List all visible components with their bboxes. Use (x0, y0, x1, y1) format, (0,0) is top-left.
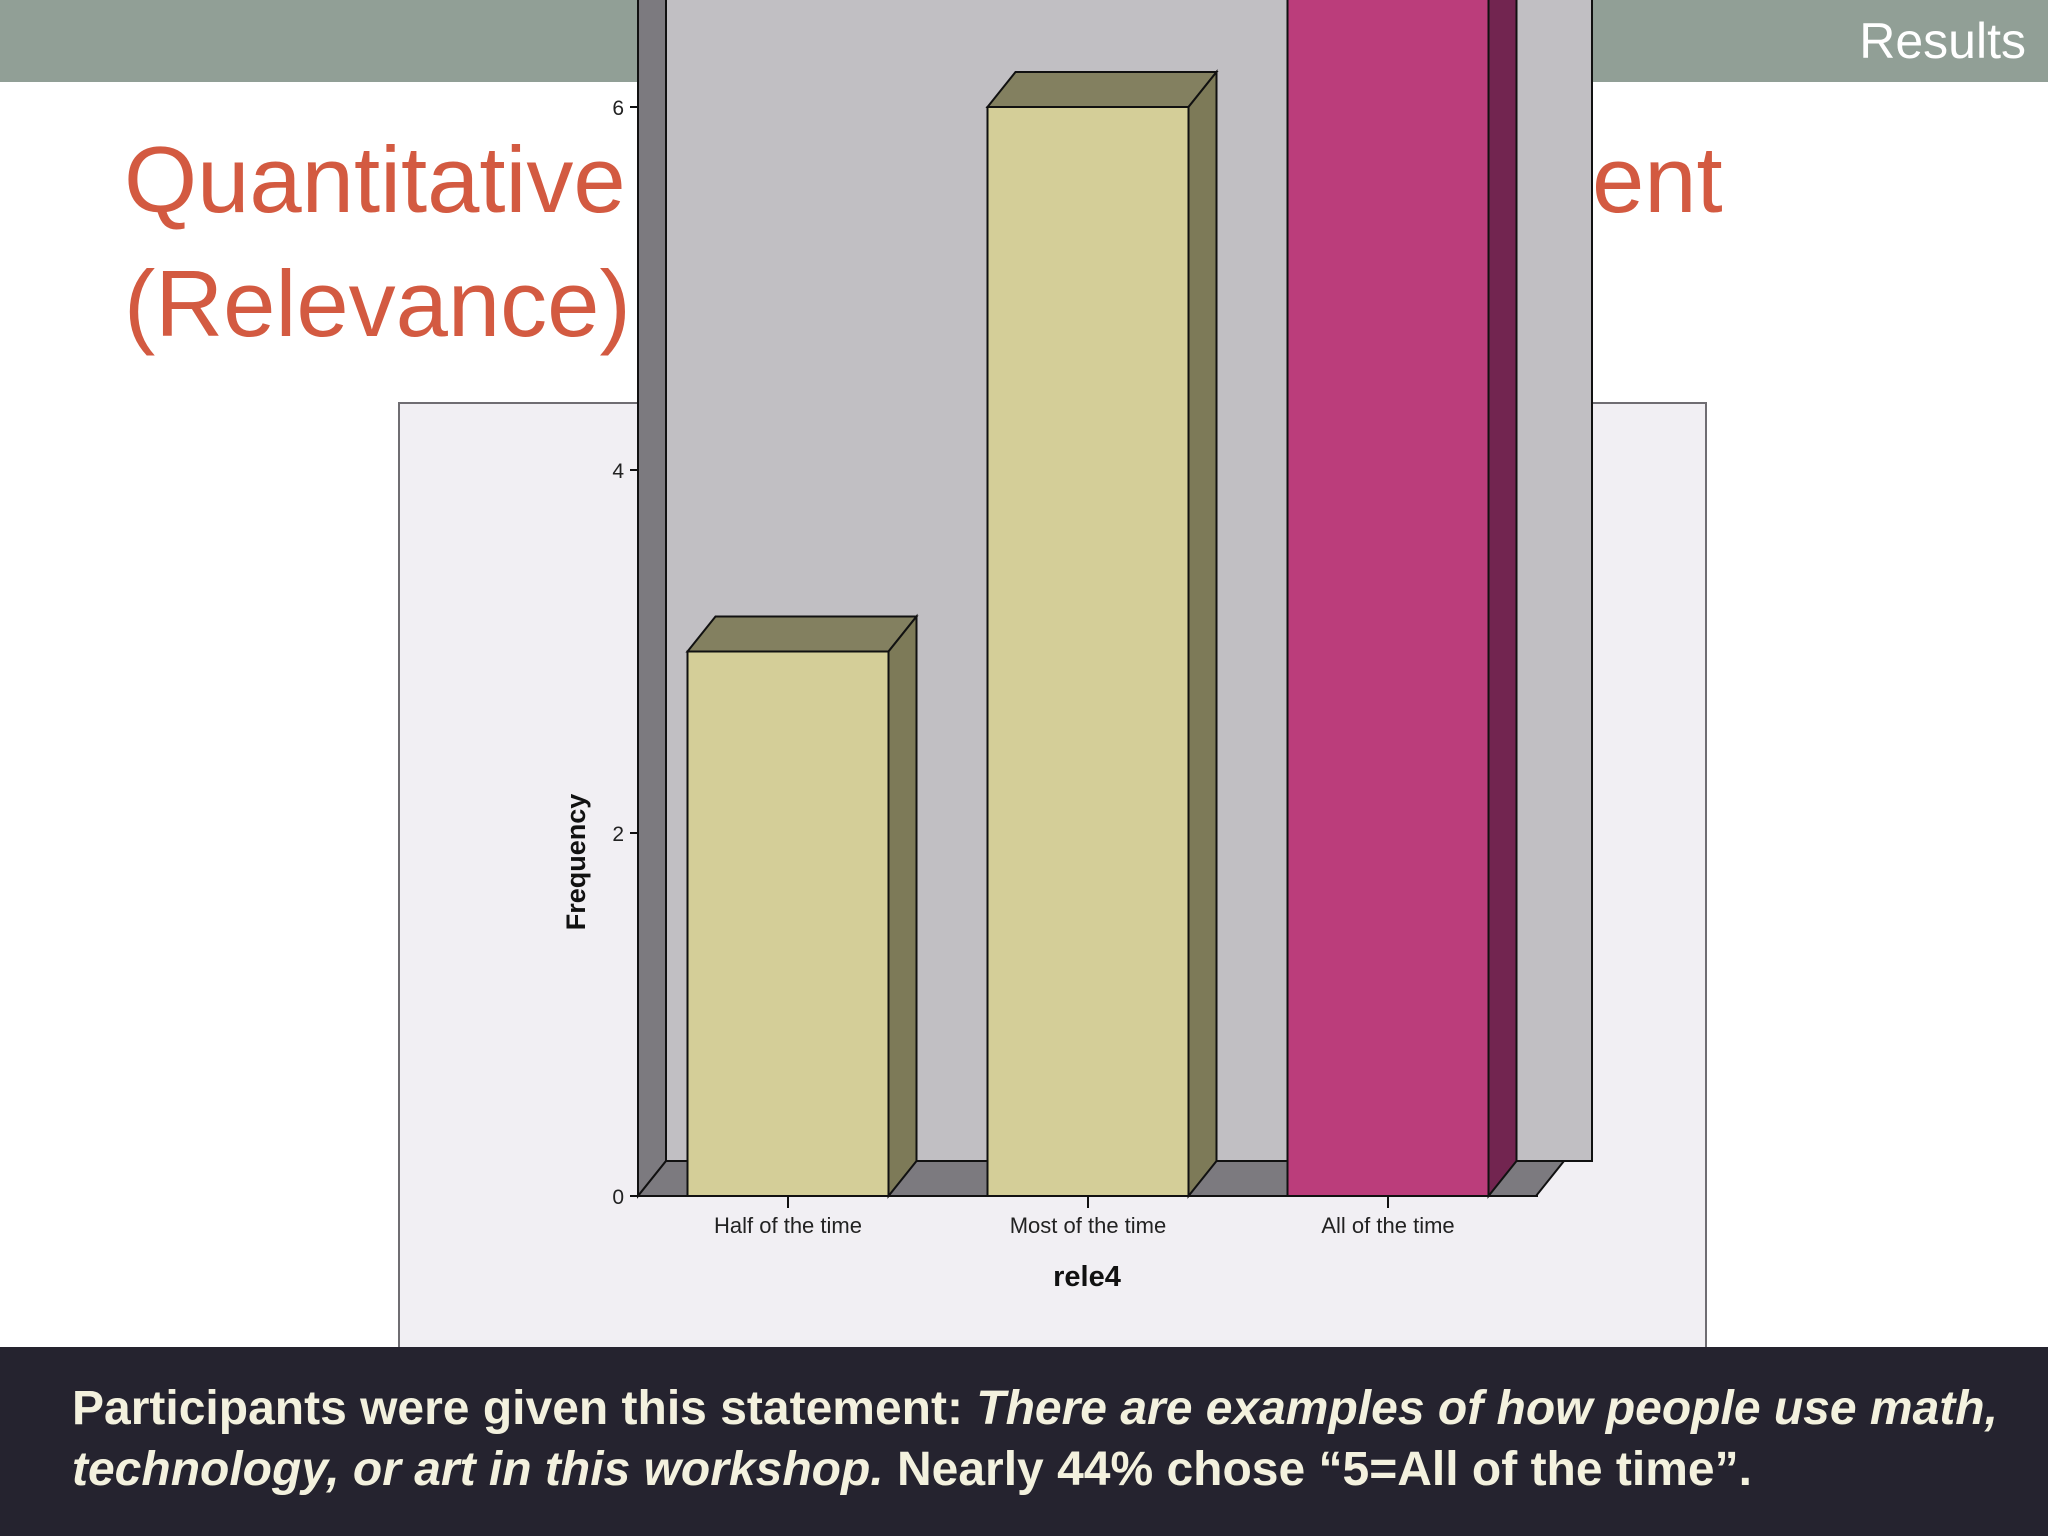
bar-side (887, 613, 918, 1199)
x-tick-label: Half of the time (714, 1213, 862, 1238)
x-tick-label: Most of the time (1010, 1213, 1167, 1238)
bar-side (1487, 0, 1518, 1199)
bar-front (986, 106, 1190, 1197)
bar (985, 69, 1219, 1199)
y-tick-label: 6 (612, 97, 624, 120)
y-tick-label: 4 (612, 460, 624, 483)
bar-top (685, 615, 919, 653)
caption-statement: There are examples of how people use mat… (72, 1382, 1998, 1496)
bar (685, 613, 919, 1199)
caption-result: Nearly 44% chose “5=All of the time”. (883, 1443, 1752, 1496)
x-axis-label: rele4 (1053, 1261, 1121, 1293)
y-tick-label: 2 (612, 823, 624, 846)
x-axis: Half of the time Most of the time All of t… (638, 1195, 1538, 1238)
bar-side (1187, 69, 1218, 1199)
bar-front (1286, 0, 1490, 1197)
y-axis-label: Frequency (561, 794, 591, 931)
caption-bar (0, 1347, 2048, 1536)
caption-lead: Participants were given this statement: (72, 1382, 977, 1435)
bar-front (686, 650, 890, 1197)
plot-side-wall (637, 0, 667, 1199)
bar (1286, 0, 1518, 1199)
caption: Participants were given this statement: … (72, 1378, 2032, 1500)
y-axis: 0 2 4 6 (612, 0, 639, 1209)
bars (685, 0, 1518, 1199)
bar-top (985, 71, 1219, 108)
x-tick-label: All of the time (1321, 1213, 1454, 1238)
y-tick-label: 0 (612, 1186, 624, 1209)
section-label: Results (1859, 13, 2026, 69)
